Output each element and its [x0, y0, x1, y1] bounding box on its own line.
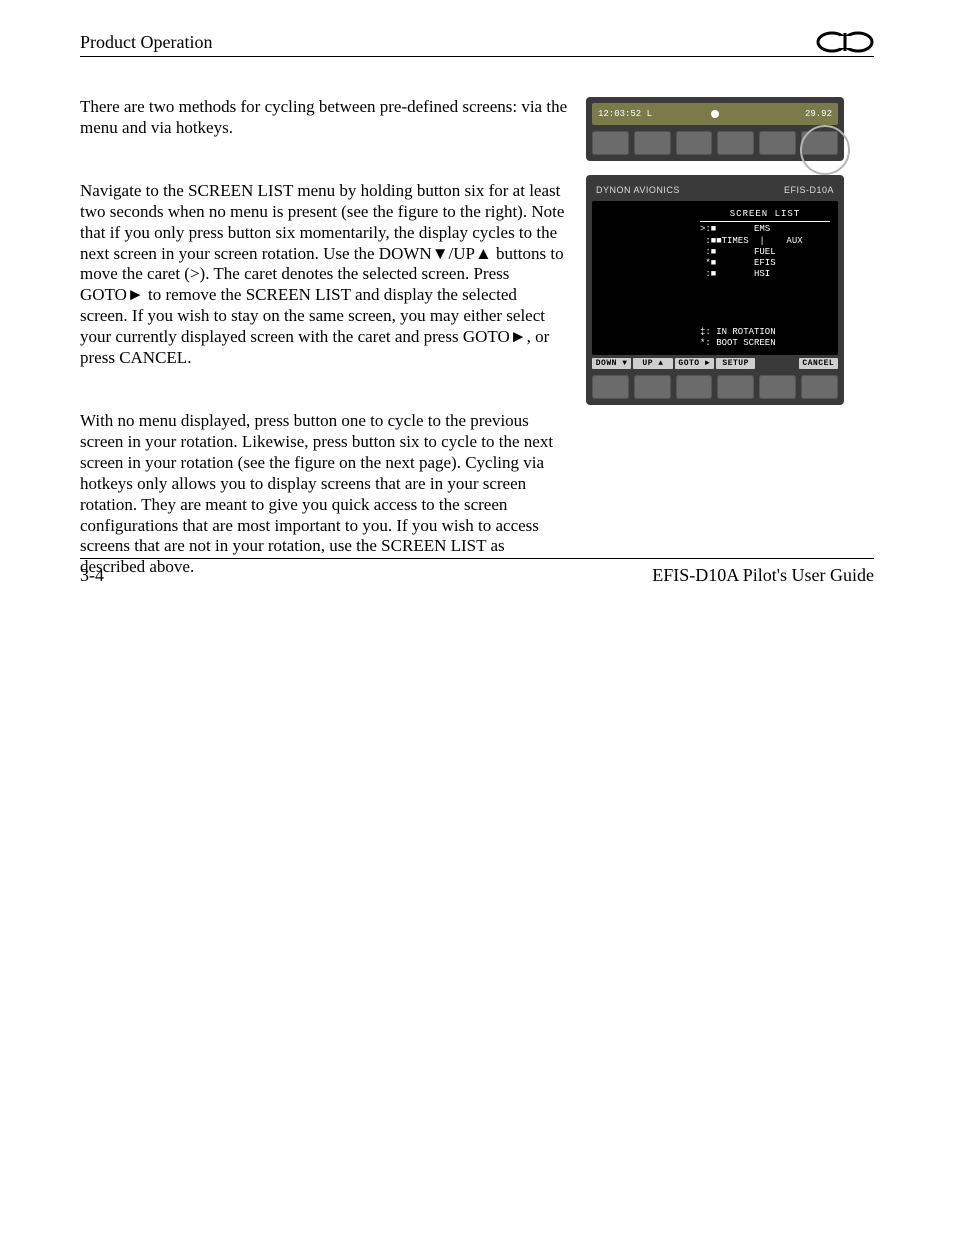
figure-column: 12:03:52 L 29.92 DYNON AVIONICS [586, 97, 846, 620]
menu-item-2: :■ FUEL [700, 247, 830, 258]
baro-text: 29.92 [805, 109, 832, 119]
legend-rotation: ‡: IN ROTATION [700, 327, 830, 338]
device-top: 12:03:52 L 29.92 [586, 97, 844, 161]
hw-button-b1[interactable] [592, 375, 629, 399]
attitude-indicator-icon [711, 110, 719, 118]
hw-button-2[interactable] [634, 131, 671, 155]
paragraph-2: Navigate to the SCREEN LIST menu by hold… [80, 181, 568, 369]
brand-right: EFIS-D10A [784, 185, 834, 195]
body-text-column: There are two methods for cycling betwee… [80, 97, 568, 620]
menu-legend: ‡: IN ROTATION *: BOOT SCREEN [700, 327, 830, 350]
softkey-goto[interactable]: GOTO ► [675, 358, 714, 369]
device-brand-row: DYNON AVIONICS EFIS-D10A [592, 181, 838, 201]
page-number: 3-4 [80, 565, 104, 586]
clock-text: 12:03:52 L [598, 109, 652, 119]
page-footer: 3-4 EFIS-D10A Pilot's User Guide [80, 558, 874, 586]
page-header: Product Operation [80, 30, 874, 57]
hw-button-1[interactable] [592, 131, 629, 155]
menu-item-0: >:■ EMS [700, 224, 830, 235]
device-bottom-button-row [592, 375, 838, 399]
softkey-blank [757, 358, 796, 369]
paragraph-1: There are two methods for cycling betwee… [80, 97, 568, 139]
hw-button-4[interactable] [717, 131, 754, 155]
hw-button-b5[interactable] [759, 375, 796, 399]
hw-button-b3[interactable] [676, 375, 713, 399]
hw-button-b2[interactable] [634, 375, 671, 399]
brand-logo-icon [816, 30, 874, 54]
header-title: Product Operation [80, 32, 212, 53]
legend-boot: *: BOOT SCREEN [700, 338, 830, 349]
hw-button-b6[interactable] [801, 375, 838, 399]
paragraph-3: With no menu displayed, press button one… [80, 411, 568, 578]
device-bottom-screen: SCREEN LIST >:■ EMS :■■TIMES | AUX :■ FU… [592, 201, 838, 355]
hw-button-5[interactable] [759, 131, 796, 155]
softkey-cancel[interactable]: CANCEL [799, 358, 838, 369]
softkey-setup[interactable]: SETUP [716, 358, 755, 369]
menu-item-1: :■■TIMES | AUX [700, 236, 830, 247]
brand-left: DYNON AVIONICS [596, 185, 680, 195]
hw-button-3[interactable] [676, 131, 713, 155]
softkey-row: DOWN ▼ UP ▲ GOTO ► SETUP CANCEL [592, 358, 838, 369]
document-page: Product Operation There are two methods … [0, 0, 954, 1235]
menu-title: SCREEN LIST [700, 209, 830, 222]
menu-item-4: :■ HSI [700, 269, 830, 280]
screen-list-menu: SCREEN LIST >:■ EMS :■■TIMES | AUX :■ FU… [700, 209, 830, 281]
hw-button-6[interactable] [801, 131, 838, 155]
device-bottom: DYNON AVIONICS EFIS-D10A SCREEN LIST >:■… [586, 175, 844, 405]
content-row: There are two methods for cycling betwee… [80, 97, 874, 620]
guide-title: EFIS-D10A Pilot's User Guide [652, 565, 874, 586]
softkey-up[interactable]: UP ▲ [633, 358, 672, 369]
softkey-down[interactable]: DOWN ▼ [592, 358, 631, 369]
device-top-button-row [592, 131, 838, 155]
hw-button-b4[interactable] [717, 375, 754, 399]
device-top-screen: 12:03:52 L 29.92 [592, 103, 838, 125]
menu-item-3: *■ EFIS [700, 258, 830, 269]
